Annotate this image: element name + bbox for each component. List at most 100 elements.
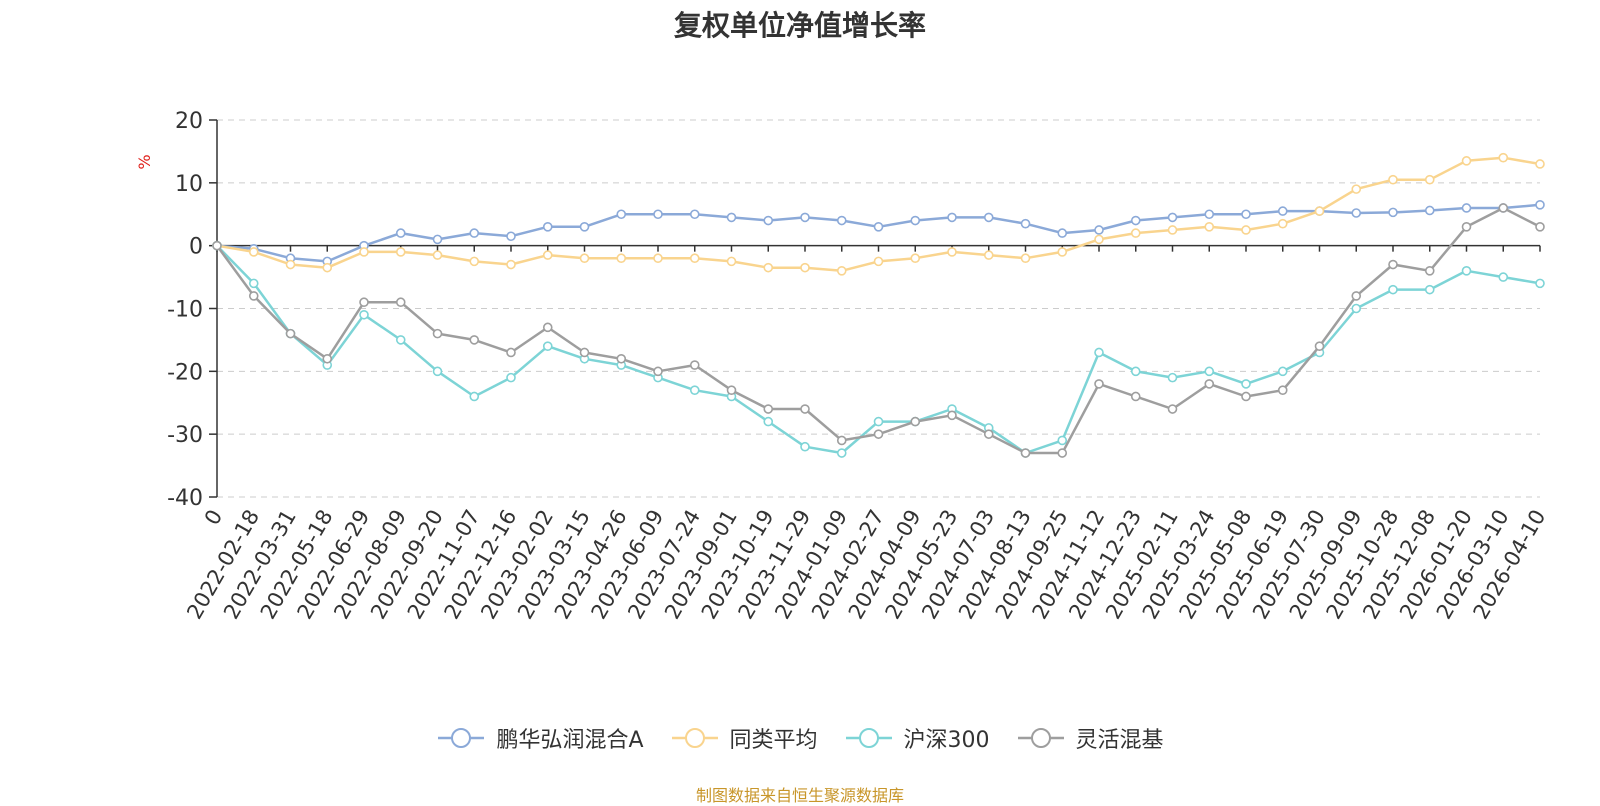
data-point: [947, 410, 957, 421]
data-point: [1535, 278, 1545, 289]
data-point: [873, 416, 884, 427]
data-point: [542, 322, 553, 333]
data-point: [689, 253, 700, 264]
data-point: [579, 253, 590, 264]
legend-item[interactable]: 灵活混基: [1016, 722, 1164, 754]
data-point: [983, 212, 994, 223]
data-point: [763, 215, 774, 226]
data-point: [395, 228, 406, 238]
data-point: [212, 240, 222, 251]
data-point: [1351, 184, 1362, 194]
data-point: [248, 291, 259, 301]
series-lines: [212, 152, 1545, 458]
data-point: [1424, 265, 1435, 276]
data-point: [836, 215, 847, 226]
legend-item[interactable]: 同类平均: [670, 722, 818, 754]
data-point: [1020, 253, 1031, 264]
series-line: [216, 156, 1541, 273]
data-point: [616, 353, 627, 364]
data-point: [432, 234, 443, 245]
y-tick-label: 20: [175, 109, 203, 134]
data-point: [1314, 206, 1325, 216]
legend-label: 沪深300: [903, 728, 990, 753]
data-point: [432, 366, 443, 377]
data-point: [1351, 303, 1362, 314]
series-line: [215, 206, 1541, 455]
data-point: [1535, 159, 1545, 169]
data-point: [1094, 234, 1104, 245]
data-point: [1351, 208, 1362, 218]
data-point: [1167, 404, 1178, 414]
data-point: [579, 347, 590, 358]
data-point: [689, 385, 700, 395]
legend-swatch-icon: [1017, 728, 1064, 748]
data-point: [1057, 448, 1068, 458]
data-point: [469, 256, 480, 267]
data-point: [248, 247, 259, 257]
y-tick-label: -20: [167, 360, 203, 385]
x-tick-label: 0: [200, 506, 227, 530]
data-point: [1167, 212, 1178, 223]
data-point: [506, 259, 516, 270]
data-point: [1167, 225, 1178, 235]
data-point: [763, 404, 774, 414]
data-point: [800, 262, 810, 273]
legend-item[interactable]: 鹏华弘润混合A: [436, 722, 644, 754]
data-point: [1388, 207, 1398, 218]
legend-label: 鹏华弘润混合A: [496, 728, 644, 753]
data-point: [763, 262, 774, 273]
data-point: [285, 328, 296, 339]
data-point: [1461, 222, 1472, 232]
data-point: [689, 360, 700, 370]
data-point: [1130, 366, 1141, 377]
data-point: [1130, 215, 1141, 226]
data-point: [910, 253, 921, 264]
data-point: [1204, 379, 1215, 389]
data-point: [800, 404, 810, 414]
data-point: [983, 429, 994, 439]
data-point: [1130, 391, 1141, 402]
data-point: [469, 335, 480, 345]
data-point: [800, 441, 810, 452]
data-point: [1277, 206, 1288, 216]
data-point: [579, 222, 590, 232]
legend-swatch-icon: [438, 728, 485, 748]
y-tick-label: -10: [167, 298, 203, 323]
data-point: [469, 391, 480, 402]
data-point: [1094, 379, 1104, 389]
data-point: [1057, 435, 1068, 446]
data-point: [983, 250, 994, 260]
data-point: [1461, 265, 1472, 276]
data-point: [1424, 174, 1435, 185]
data-point: [1241, 391, 1251, 402]
data-point: [395, 335, 406, 345]
data-point: [1388, 259, 1398, 270]
data-point: [432, 328, 443, 339]
data-point: [1277, 385, 1288, 395]
legend-item[interactable]: 沪深300: [844, 722, 990, 754]
series-3: [212, 240, 1545, 458]
data-point: [836, 265, 847, 276]
data-point: [285, 259, 296, 270]
data-point: [1094, 347, 1104, 358]
data-point: [1241, 225, 1251, 235]
data-point: [873, 429, 884, 439]
data-point: [506, 231, 516, 242]
axes: 20100-10-20-30-4002022-02-182022-03-3120…: [167, 109, 1550, 623]
data-point: [1424, 205, 1435, 216]
y-tick-label: -40: [167, 486, 203, 511]
data-point: [1094, 225, 1104, 235]
data-point: [1241, 209, 1251, 220]
y-tick-label: -30: [167, 423, 203, 448]
data-point: [1498, 152, 1509, 163]
data-point: [1241, 379, 1251, 389]
data-point: [1498, 272, 1509, 282]
data-point: [763, 416, 774, 427]
data-point: [836, 448, 847, 458]
data-point: [653, 366, 663, 377]
data-point: [726, 256, 737, 267]
data-point: [1498, 203, 1509, 213]
data-point: [1057, 228, 1068, 238]
data-point: [910, 416, 921, 427]
legend-swatch-icon: [845, 728, 892, 748]
